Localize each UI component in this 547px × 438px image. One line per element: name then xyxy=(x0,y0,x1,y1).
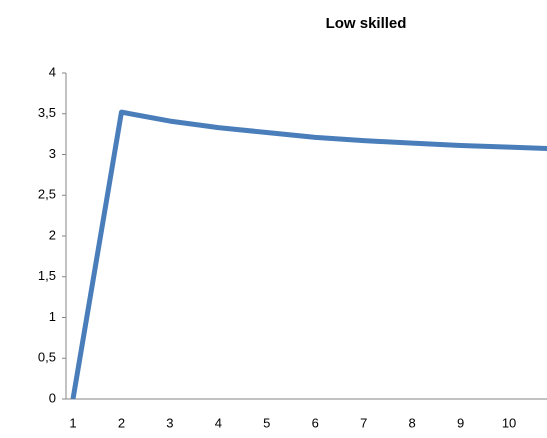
y-tick-label: 3 xyxy=(49,146,56,161)
x-tick-label: 2 xyxy=(118,415,125,430)
x-tick-label: 5 xyxy=(263,415,270,430)
x-tick-label: 6 xyxy=(312,415,319,430)
x-tick-label: 9 xyxy=(457,415,464,430)
y-tick-label: 2 xyxy=(49,227,56,242)
y-tick-label: 1 xyxy=(49,309,56,324)
y-tick-label: 0 xyxy=(49,390,56,405)
x-tick-label: 7 xyxy=(360,415,367,430)
x-tick-label: 10 xyxy=(502,415,516,430)
y-tick-label: 2,5 xyxy=(38,187,56,202)
x-tick-label: 1 xyxy=(69,415,76,430)
y-tick-label: 0,5 xyxy=(38,350,56,365)
y-tick-label: 1,5 xyxy=(38,268,56,283)
data-line xyxy=(70,109,547,400)
x-tick-label: 4 xyxy=(215,415,222,430)
y-tick-label: 4 xyxy=(49,64,56,79)
y-tick-label: 3,5 xyxy=(38,105,56,120)
chart-title: Low skilled xyxy=(326,15,407,32)
x-tick-label: 3 xyxy=(166,415,173,430)
x-tick-label: 8 xyxy=(409,415,416,430)
